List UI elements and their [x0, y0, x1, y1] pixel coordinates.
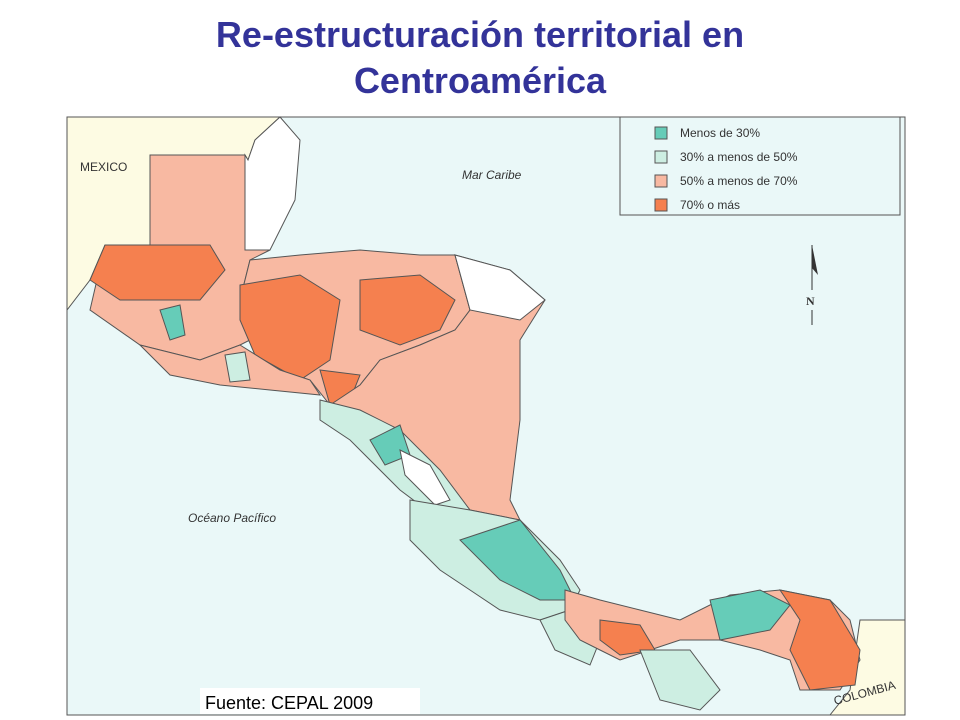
legend-swatch — [654, 174, 668, 188]
legend-label: 50% a menos de 70% — [680, 174, 798, 188]
source: Fuente: CEPAL 2009 — [205, 693, 373, 713]
lake — [399, 449, 451, 506]
region — [89, 244, 226, 301]
north-arrow — [812, 245, 818, 275]
region — [639, 649, 721, 711]
map-label: MEXICO — [80, 160, 127, 174]
map-label: Mar Caribe — [462, 168, 522, 182]
north-label: N — [806, 294, 815, 308]
map-label: Océano Pacífico — [188, 511, 276, 525]
legend-label: 30% a menos de 50% — [680, 150, 798, 164]
region — [224, 351, 251, 383]
title: Re-estructuración territorial en Centroa… — [215, 14, 745, 101]
region — [709, 589, 791, 641]
legend-swatch — [654, 150, 668, 164]
region — [359, 274, 456, 346]
legend-swatch — [654, 126, 668, 140]
region — [159, 304, 186, 341]
region — [778, 589, 861, 691]
legend-swatch — [654, 198, 668, 212]
legend-label: Menos de 30% — [680, 126, 760, 140]
legend-label: 70% o más — [680, 198, 740, 212]
region — [239, 274, 341, 381]
region-white — [454, 254, 546, 321]
source-bg — [200, 688, 420, 714]
region — [564, 589, 861, 691]
region — [599, 619, 656, 656]
